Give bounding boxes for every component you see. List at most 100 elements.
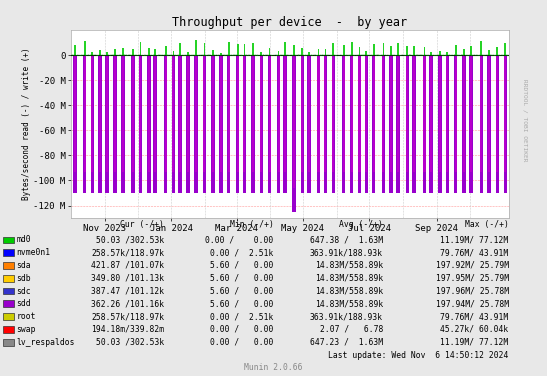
Bar	[308, 52, 310, 55]
Text: 79.76M/ 43.91M: 79.76M/ 43.91M	[440, 312, 509, 321]
Bar	[268, 55, 271, 193]
Bar	[74, 55, 76, 172]
Text: 0.00 /   0.00: 0.00 / 0.00	[210, 325, 274, 334]
Text: Cur (-/+): Cur (-/+)	[120, 220, 164, 229]
Bar	[99, 50, 101, 55]
Text: Max (-/+): Max (-/+)	[465, 220, 509, 229]
Bar	[91, 52, 93, 55]
Bar	[504, 43, 507, 55]
Bar	[252, 43, 254, 55]
Bar	[405, 55, 409, 193]
Bar	[203, 43, 205, 55]
Text: 647.38 /  1.63M: 647.38 / 1.63M	[310, 235, 383, 244]
Text: 14.83M/558.89k: 14.83M/558.89k	[315, 287, 383, 296]
Bar	[277, 55, 280, 193]
Bar	[187, 55, 190, 193]
Bar	[284, 55, 286, 172]
Bar	[497, 47, 498, 55]
Text: md0: md0	[16, 235, 31, 244]
Bar	[164, 55, 167, 193]
Bar	[203, 55, 206, 193]
Text: 421.87 /101.07k: 421.87 /101.07k	[91, 261, 164, 270]
Bar	[365, 55, 368, 193]
Bar	[106, 52, 108, 55]
Bar	[496, 55, 498, 172]
Text: 11.19M/ 77.12M: 11.19M/ 77.12M	[440, 235, 509, 244]
Bar	[318, 49, 319, 55]
Bar	[132, 49, 134, 55]
Bar	[413, 55, 415, 172]
Text: 647.23 /  1.63M: 647.23 / 1.63M	[310, 338, 383, 347]
Bar	[463, 55, 465, 172]
Bar	[504, 55, 507, 193]
Text: 363.91k/188.93k: 363.91k/188.93k	[310, 312, 383, 321]
Bar	[372, 55, 375, 193]
Bar	[237, 55, 238, 172]
Text: Min (-/+): Min (-/+)	[230, 220, 274, 229]
Text: 5.60 /   0.00: 5.60 / 0.00	[210, 261, 274, 270]
Bar	[439, 51, 441, 55]
Bar	[84, 41, 86, 55]
Bar	[406, 55, 408, 172]
Bar	[487, 55, 491, 193]
Bar	[260, 55, 263, 193]
Bar	[252, 55, 254, 172]
Bar	[236, 55, 239, 193]
Bar	[462, 55, 465, 193]
Bar	[389, 55, 393, 193]
Bar	[301, 55, 303, 172]
Bar	[113, 55, 117, 193]
Bar	[228, 42, 230, 55]
Bar	[429, 55, 433, 193]
Bar	[480, 55, 483, 193]
Bar	[165, 46, 167, 55]
Bar	[488, 55, 490, 172]
Bar	[251, 55, 254, 193]
Bar	[98, 55, 102, 193]
Text: nvme0n1: nvme0n1	[16, 248, 50, 257]
Bar	[277, 51, 280, 55]
Bar	[121, 55, 125, 193]
Bar	[430, 52, 432, 55]
Bar	[480, 55, 482, 172]
Bar	[324, 55, 327, 172]
Text: 79.76M/ 43.91M: 79.76M/ 43.91M	[440, 248, 509, 257]
Bar	[293, 55, 295, 188]
Bar	[455, 55, 457, 172]
Bar	[172, 51, 174, 55]
Bar	[243, 44, 246, 55]
Bar	[284, 42, 286, 55]
Bar	[332, 55, 334, 172]
Text: 0.00 /    0.00: 0.00 / 0.00	[205, 235, 274, 244]
Text: lv_respaldos: lv_respaldos	[16, 338, 75, 347]
Bar	[154, 55, 157, 193]
Bar	[99, 55, 101, 172]
Bar	[212, 50, 214, 55]
Bar	[365, 55, 367, 172]
Bar	[172, 55, 174, 172]
Bar	[324, 49, 327, 55]
Bar	[105, 55, 109, 193]
Bar	[154, 55, 156, 172]
Text: 387.47 /101.12k: 387.47 /101.12k	[91, 287, 164, 296]
Text: 5.60 /   0.00: 5.60 / 0.00	[210, 274, 274, 283]
Bar	[423, 55, 426, 193]
Bar	[147, 55, 150, 193]
Bar	[317, 55, 319, 172]
Bar	[187, 55, 189, 172]
Bar	[480, 41, 482, 55]
Bar	[397, 55, 400, 193]
Text: 2.07 /   6.78: 2.07 / 6.78	[319, 325, 383, 334]
Text: sdd: sdd	[16, 299, 31, 308]
Bar	[220, 53, 222, 55]
Text: 5.60 /   0.00: 5.60 / 0.00	[210, 287, 274, 296]
Text: 362.26 /101.16k: 362.26 /101.16k	[91, 299, 164, 308]
Bar	[413, 46, 415, 55]
Text: 0.00 /  2.51k: 0.00 / 2.51k	[210, 312, 274, 321]
Bar	[114, 49, 116, 55]
Text: 14.83M/558.89k: 14.83M/558.89k	[315, 299, 383, 308]
Bar	[301, 49, 303, 55]
Bar	[301, 55, 304, 193]
Bar	[430, 55, 432, 172]
Text: swap: swap	[16, 325, 36, 334]
